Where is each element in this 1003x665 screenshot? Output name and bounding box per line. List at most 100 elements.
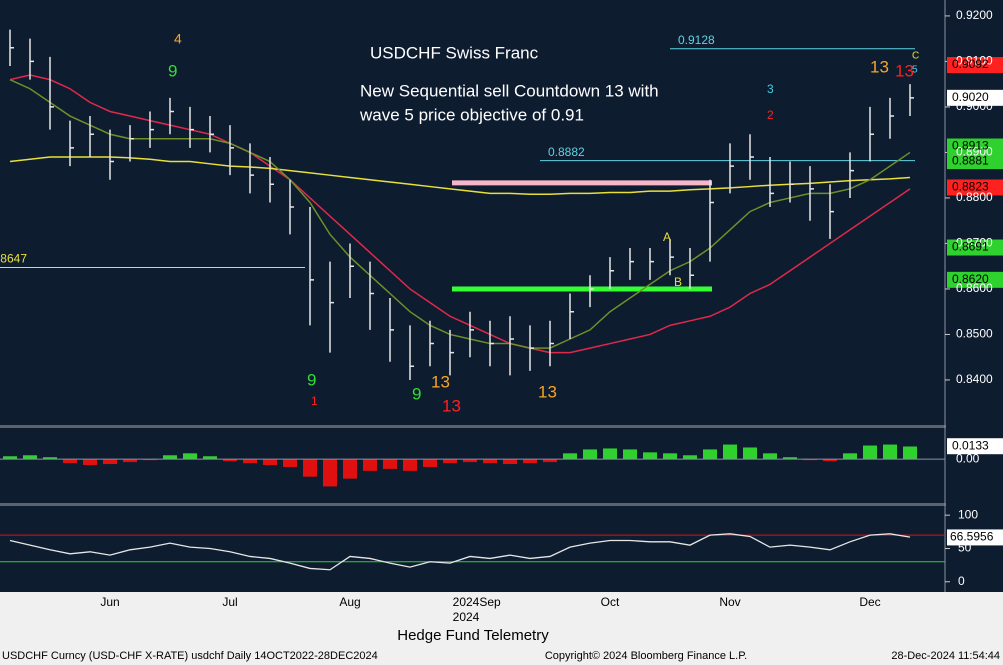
plot-area [0, 15, 1003, 583]
ohlc-bar [609, 257, 614, 289]
macd-bar [383, 459, 397, 469]
macd-bar [263, 459, 277, 466]
ohlc-bar [889, 97, 894, 139]
y-tick-label: 0.8800 [956, 190, 993, 204]
ohlc-bar [429, 320, 434, 367]
y-tick-label: 50 [958, 541, 972, 555]
moving-average [9, 156, 911, 196]
ohlc-bar [849, 152, 854, 198]
price-tag [947, 179, 1003, 196]
macd-bar [63, 459, 77, 464]
x-tick-label: Aug [339, 595, 360, 609]
x-tick-label: Jun [100, 595, 119, 609]
macd-bar [903, 446, 917, 460]
price-tag [947, 239, 1003, 256]
brand: Hedge Fund Telemetry [397, 627, 549, 644]
price-tag-label: 0.8881 [952, 153, 989, 167]
x-tick-label: Nov [719, 595, 740, 609]
macd-bar [503, 459, 517, 465]
price-tag [947, 138, 1003, 155]
ohlc-bar [549, 320, 554, 367]
ohlc-bar [629, 247, 634, 280]
annotation: wave 5 price objective of 0.91 [359, 105, 584, 124]
macd-bar [683, 455, 697, 460]
panel-divider [0, 503, 946, 506]
macd-bar [623, 449, 637, 460]
ohlc-bar [529, 325, 534, 371]
moving-average [9, 78, 911, 349]
macd-bar [303, 459, 317, 477]
macd-bar [743, 447, 757, 460]
level-label: 0.9128 [678, 33, 715, 47]
macd-bar [283, 459, 297, 467]
price-tag-label: 0.9092 [952, 57, 989, 71]
macd-bar [103, 459, 117, 465]
price-tag-label: 0.8620 [952, 272, 989, 286]
macd-bar [703, 449, 717, 460]
count-label: 13 [895, 61, 914, 80]
y-tick-label: 0.8900 [956, 145, 993, 159]
rsi-line [9, 533, 911, 571]
macd-bar [243, 459, 257, 464]
macd-bar [43, 457, 57, 460]
ohlc-bar [709, 179, 714, 262]
price-tag-label: 0.8691 [952, 240, 989, 254]
price-tag [947, 57, 1003, 74]
count-label: C [912, 51, 919, 62]
rsi-tag [947, 529, 1003, 546]
macd-tag-label: 0.0133 [952, 438, 989, 452]
ohlc-bar [669, 238, 674, 276]
macd-bar [603, 448, 617, 460]
macd-bar [163, 455, 177, 460]
count-label: 13 [870, 57, 889, 76]
macd-bar [123, 459, 137, 463]
level-label: 0.8647 [0, 252, 27, 266]
x-tick-label: Jul [222, 595, 237, 609]
ohlc-bar [389, 298, 394, 362]
count-label: 5 [912, 65, 918, 76]
y-tick-label: 100 [958, 507, 978, 521]
ohlc-bar [589, 275, 594, 308]
macd-bar [183, 453, 197, 460]
ohlc-bar [309, 207, 314, 326]
y-tick-label: 0.8400 [956, 372, 993, 386]
macd-bar [343, 459, 357, 479]
ohlc-bar [249, 143, 254, 194]
x-tick-label: Oct [601, 595, 620, 609]
ohlc-bar [9, 29, 14, 66]
annotation: New Sequential sell Countdown 13 with [360, 81, 659, 100]
ohlc-bar [129, 125, 134, 162]
price-tag [947, 153, 1003, 170]
macd-tag [947, 438, 1003, 455]
ohlc-bar [289, 179, 294, 235]
price-tag-label: 0.8913 [952, 139, 989, 153]
y-tick-label: 0.8700 [956, 236, 993, 250]
y-tick-label: 0.00 [956, 451, 980, 465]
ohlc-bar [809, 166, 814, 221]
price-tag [947, 89, 1003, 106]
chart-title: USDCHF Swiss Franc [370, 43, 539, 62]
ohlc-bar [769, 156, 774, 208]
macd-bar [643, 452, 657, 460]
y-tick-label: 0.8500 [956, 327, 993, 341]
count-label: 9 [168, 61, 177, 80]
macd-bar [863, 445, 877, 460]
macd-bar [523, 459, 537, 464]
ohlc-bar [29, 38, 34, 80]
macd-bar [883, 444, 897, 460]
macd-bar [403, 459, 417, 471]
count-label: 4 [174, 31, 182, 47]
y-tick-label: 0.8600 [956, 281, 993, 295]
ohlc-bar [269, 156, 274, 203]
price-tag [947, 271, 1003, 288]
ohlc-bar [229, 125, 234, 176]
ohlc-bar [349, 243, 354, 299]
count-label: 13 [442, 396, 461, 415]
macd-bar [203, 456, 217, 460]
macd-bar [543, 459, 557, 463]
year-label: 2024 [453, 610, 480, 624]
level-label: 0.8882 [548, 145, 585, 159]
macd-bar [723, 444, 737, 460]
